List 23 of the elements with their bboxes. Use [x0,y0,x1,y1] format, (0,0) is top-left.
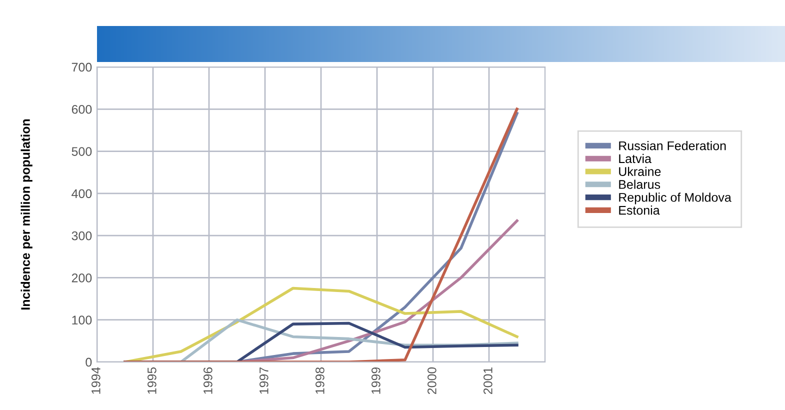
y-tick-label: 300 [72,231,92,240]
y-tick-label: 500 [72,147,92,156]
x-tick-label: 1997 [260,367,268,394]
x-tick-label: 1995 [148,367,156,394]
legend-label: Russian Federation [619,141,726,150]
x-tick-label: 2001 [484,367,492,394]
x-tick-label: 1998 [316,367,324,394]
legend-label: Latvia [619,154,652,164]
x-tick-label: 1996 [204,367,212,394]
y-tick-label: 200 [72,274,92,282]
y-tick-label: 0 [86,358,92,367]
legend-label: Belarus [619,180,660,189]
y-tick-label: 400 [72,189,92,198]
y-tick-label: 100 [72,316,92,325]
legend-label: Estonia [619,206,660,215]
x-tick-label: 2000 [428,367,436,394]
y-tick-label: 600 [72,104,92,114]
y-tick-label: 700 [72,62,92,72]
x-tick-label: 1994 [92,367,100,394]
x-tick-label: 1999 [372,367,380,394]
y-axis-title: Incidence per million population [20,119,32,310]
legend-label: Republic of Moldova [619,192,732,204]
legend-label: Ukraine [619,166,661,176]
